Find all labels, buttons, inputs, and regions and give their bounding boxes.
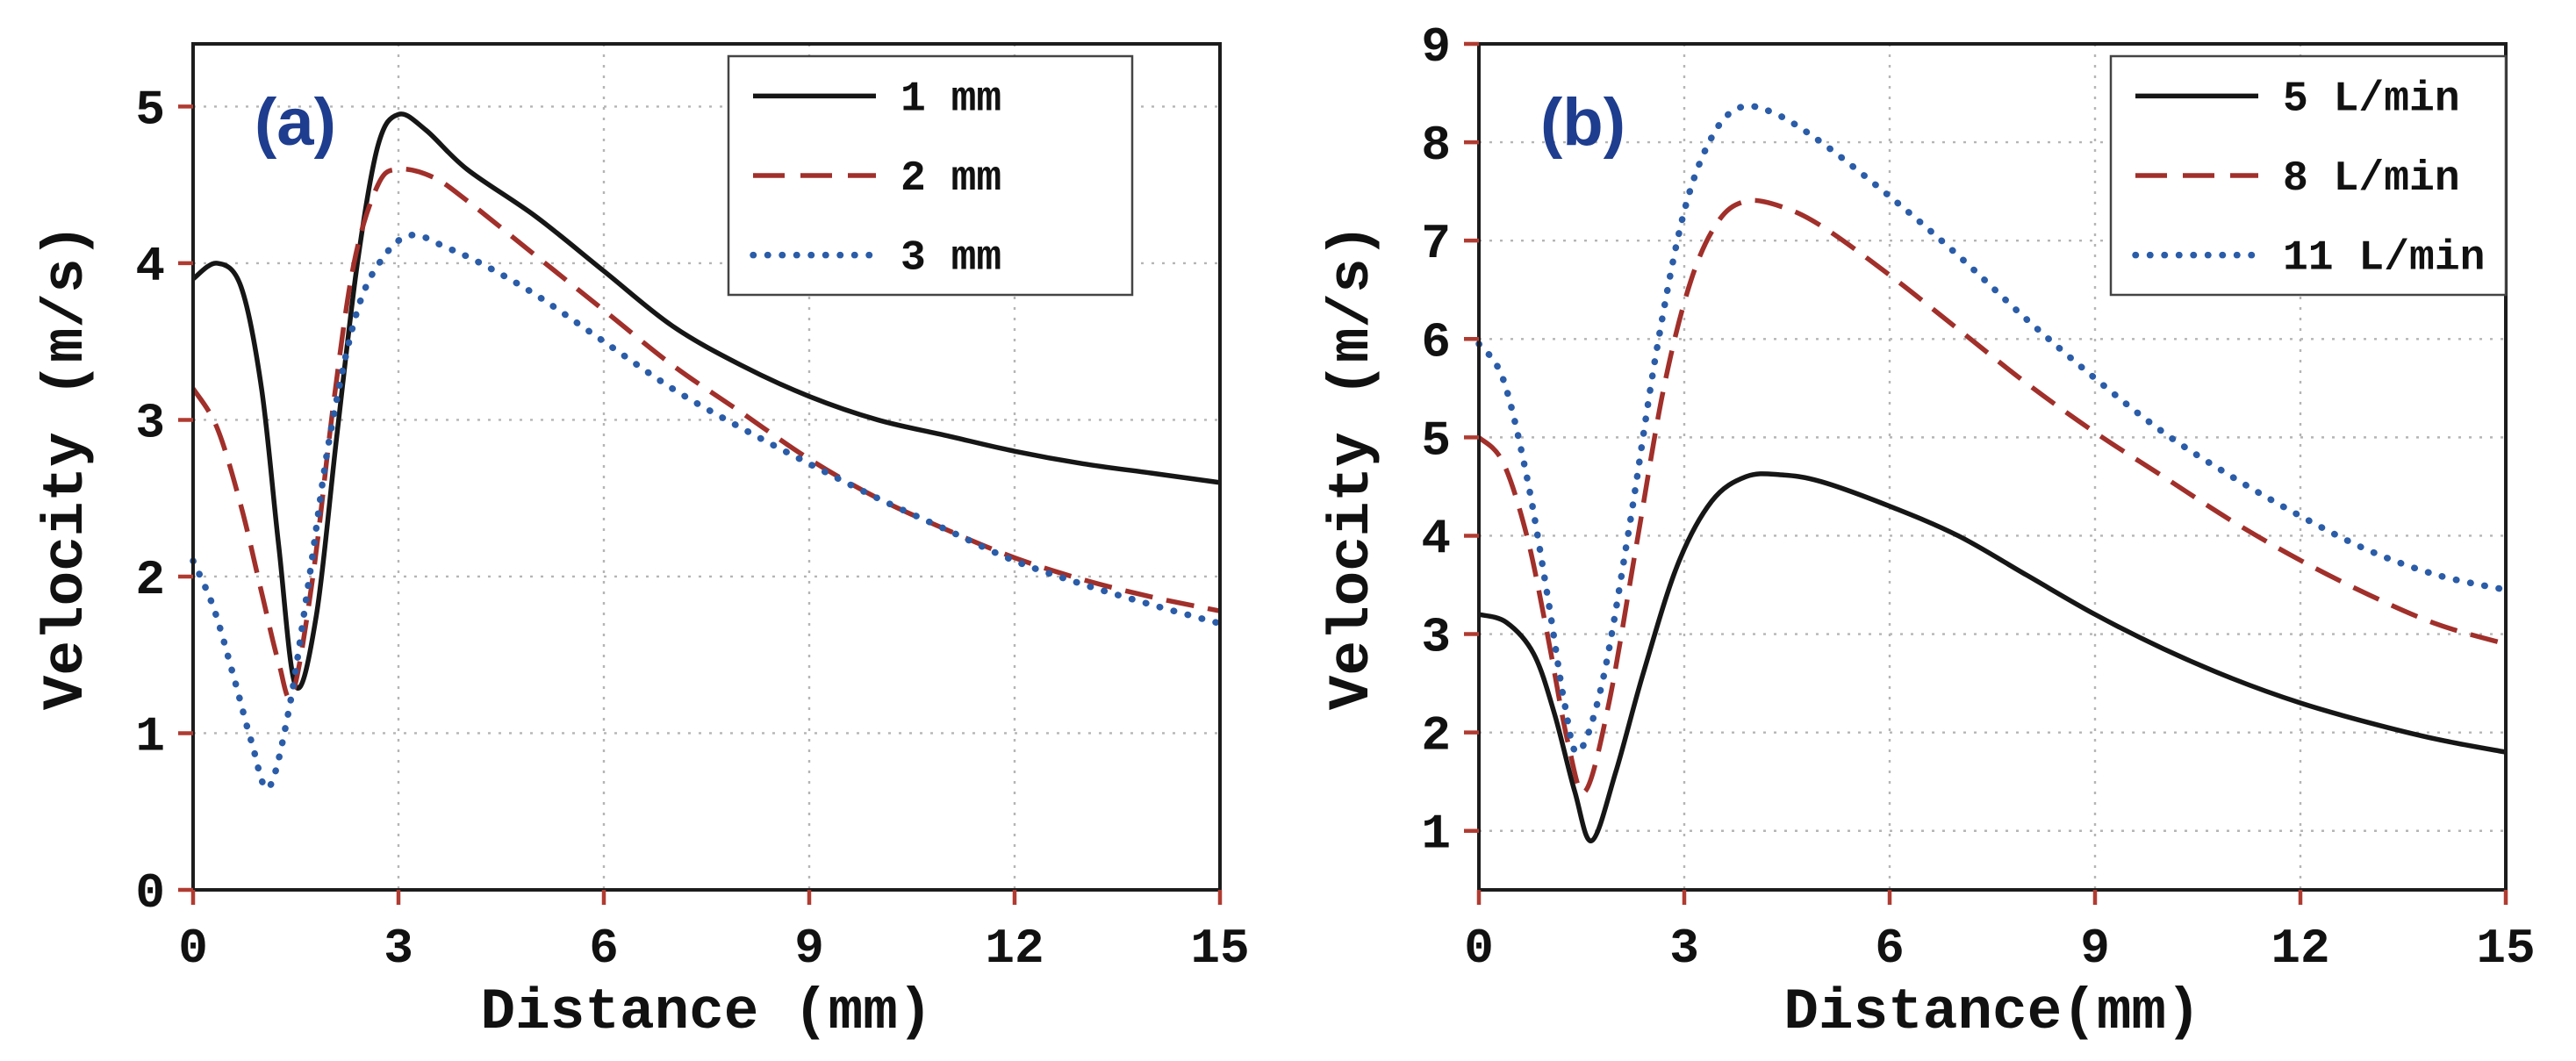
y-tick-label-1: 1 [1421, 807, 1451, 863]
x-tick-label-6: 6 [1875, 921, 1905, 977]
x-axis-label: Distance (mm) [481, 979, 933, 1045]
panel-label: (a) [255, 85, 336, 160]
series-line-3-mm [190, 232, 1223, 792]
legend-label-1-mm: 1 mm [901, 75, 1001, 123]
series-line-2-mm [190, 166, 1221, 700]
legend-label-5-l-min: 5 L/min [2283, 75, 2460, 123]
legend-label-8-l-min: 8 L/min [2283, 155, 2460, 203]
y-tick-label-9: 9 [1421, 19, 1451, 75]
y-tick-label-7: 7 [1421, 216, 1451, 272]
y-tick-label-5: 5 [135, 82, 165, 138]
y-tick-label-4: 4 [135, 239, 165, 295]
y-axis-label: Velocity (m/s) [33, 224, 99, 711]
series-line-5-l-min [1478, 471, 2507, 843]
y-tick-label-3: 3 [135, 395, 165, 451]
x-tick-label-3: 3 [1669, 921, 1699, 977]
y-tick-label-8: 8 [1421, 118, 1451, 174]
y-tick-label-3: 3 [1421, 610, 1451, 666]
x-tick-label-15: 15 [2476, 921, 2535, 977]
series-line-8-l-min [1477, 197, 2507, 795]
x-tick-label-9: 9 [794, 921, 824, 977]
panel-label: (b) [1540, 85, 1625, 160]
plot-border [191, 42, 1222, 892]
legend-label-11-l-min: 11 L/min [2283, 235, 2485, 283]
y-tick-label-5: 5 [1421, 412, 1451, 469]
x-tick-label-12: 12 [985, 921, 1044, 977]
legend-label-3-mm: 3 mm [901, 235, 1001, 283]
series-line-11-l-min [1475, 103, 2509, 756]
chart-panel-a: 0 3 6 9 12 15 0 1 2 3 4 5 Distance (mm) Velocity (m/s… [31, 0, 1259, 1061]
y-axis-label: Velocity (m/s) [1319, 224, 1385, 711]
x-tick-label-6: 6 [589, 921, 619, 977]
y-tick-label-2: 2 [135, 552, 165, 608]
x-tick-label-15: 15 [1190, 921, 1249, 977]
x-axis-label: Distance(mm) [1783, 979, 2200, 1045]
y-tick-label-0: 0 [135, 865, 165, 921]
x-tick-label-3: 3 [384, 921, 413, 977]
legend-label-2-mm: 2 mm [901, 155, 1001, 203]
x-tick-label-9: 9 [2080, 921, 2110, 977]
series-line-1-mm [191, 111, 1221, 691]
y-tick-label-6: 6 [1421, 314, 1451, 370]
y-tick-label-1: 1 [135, 708, 165, 764]
y-tick-label-4: 4 [1421, 511, 1451, 567]
x-tick-label-12: 12 [2271, 921, 2329, 977]
plot-border [1477, 42, 2508, 892]
x-tick-label-0: 0 [178, 921, 208, 977]
y-tick-label-2: 2 [1421, 708, 1451, 764]
x-tick-label-0: 0 [1464, 921, 1494, 977]
chart-panel-b: 0 3 6 9 12 15 1 2 3 4 5 6 7 8 9 Distance(mm) Velocity (m… [1317, 0, 2545, 1061]
